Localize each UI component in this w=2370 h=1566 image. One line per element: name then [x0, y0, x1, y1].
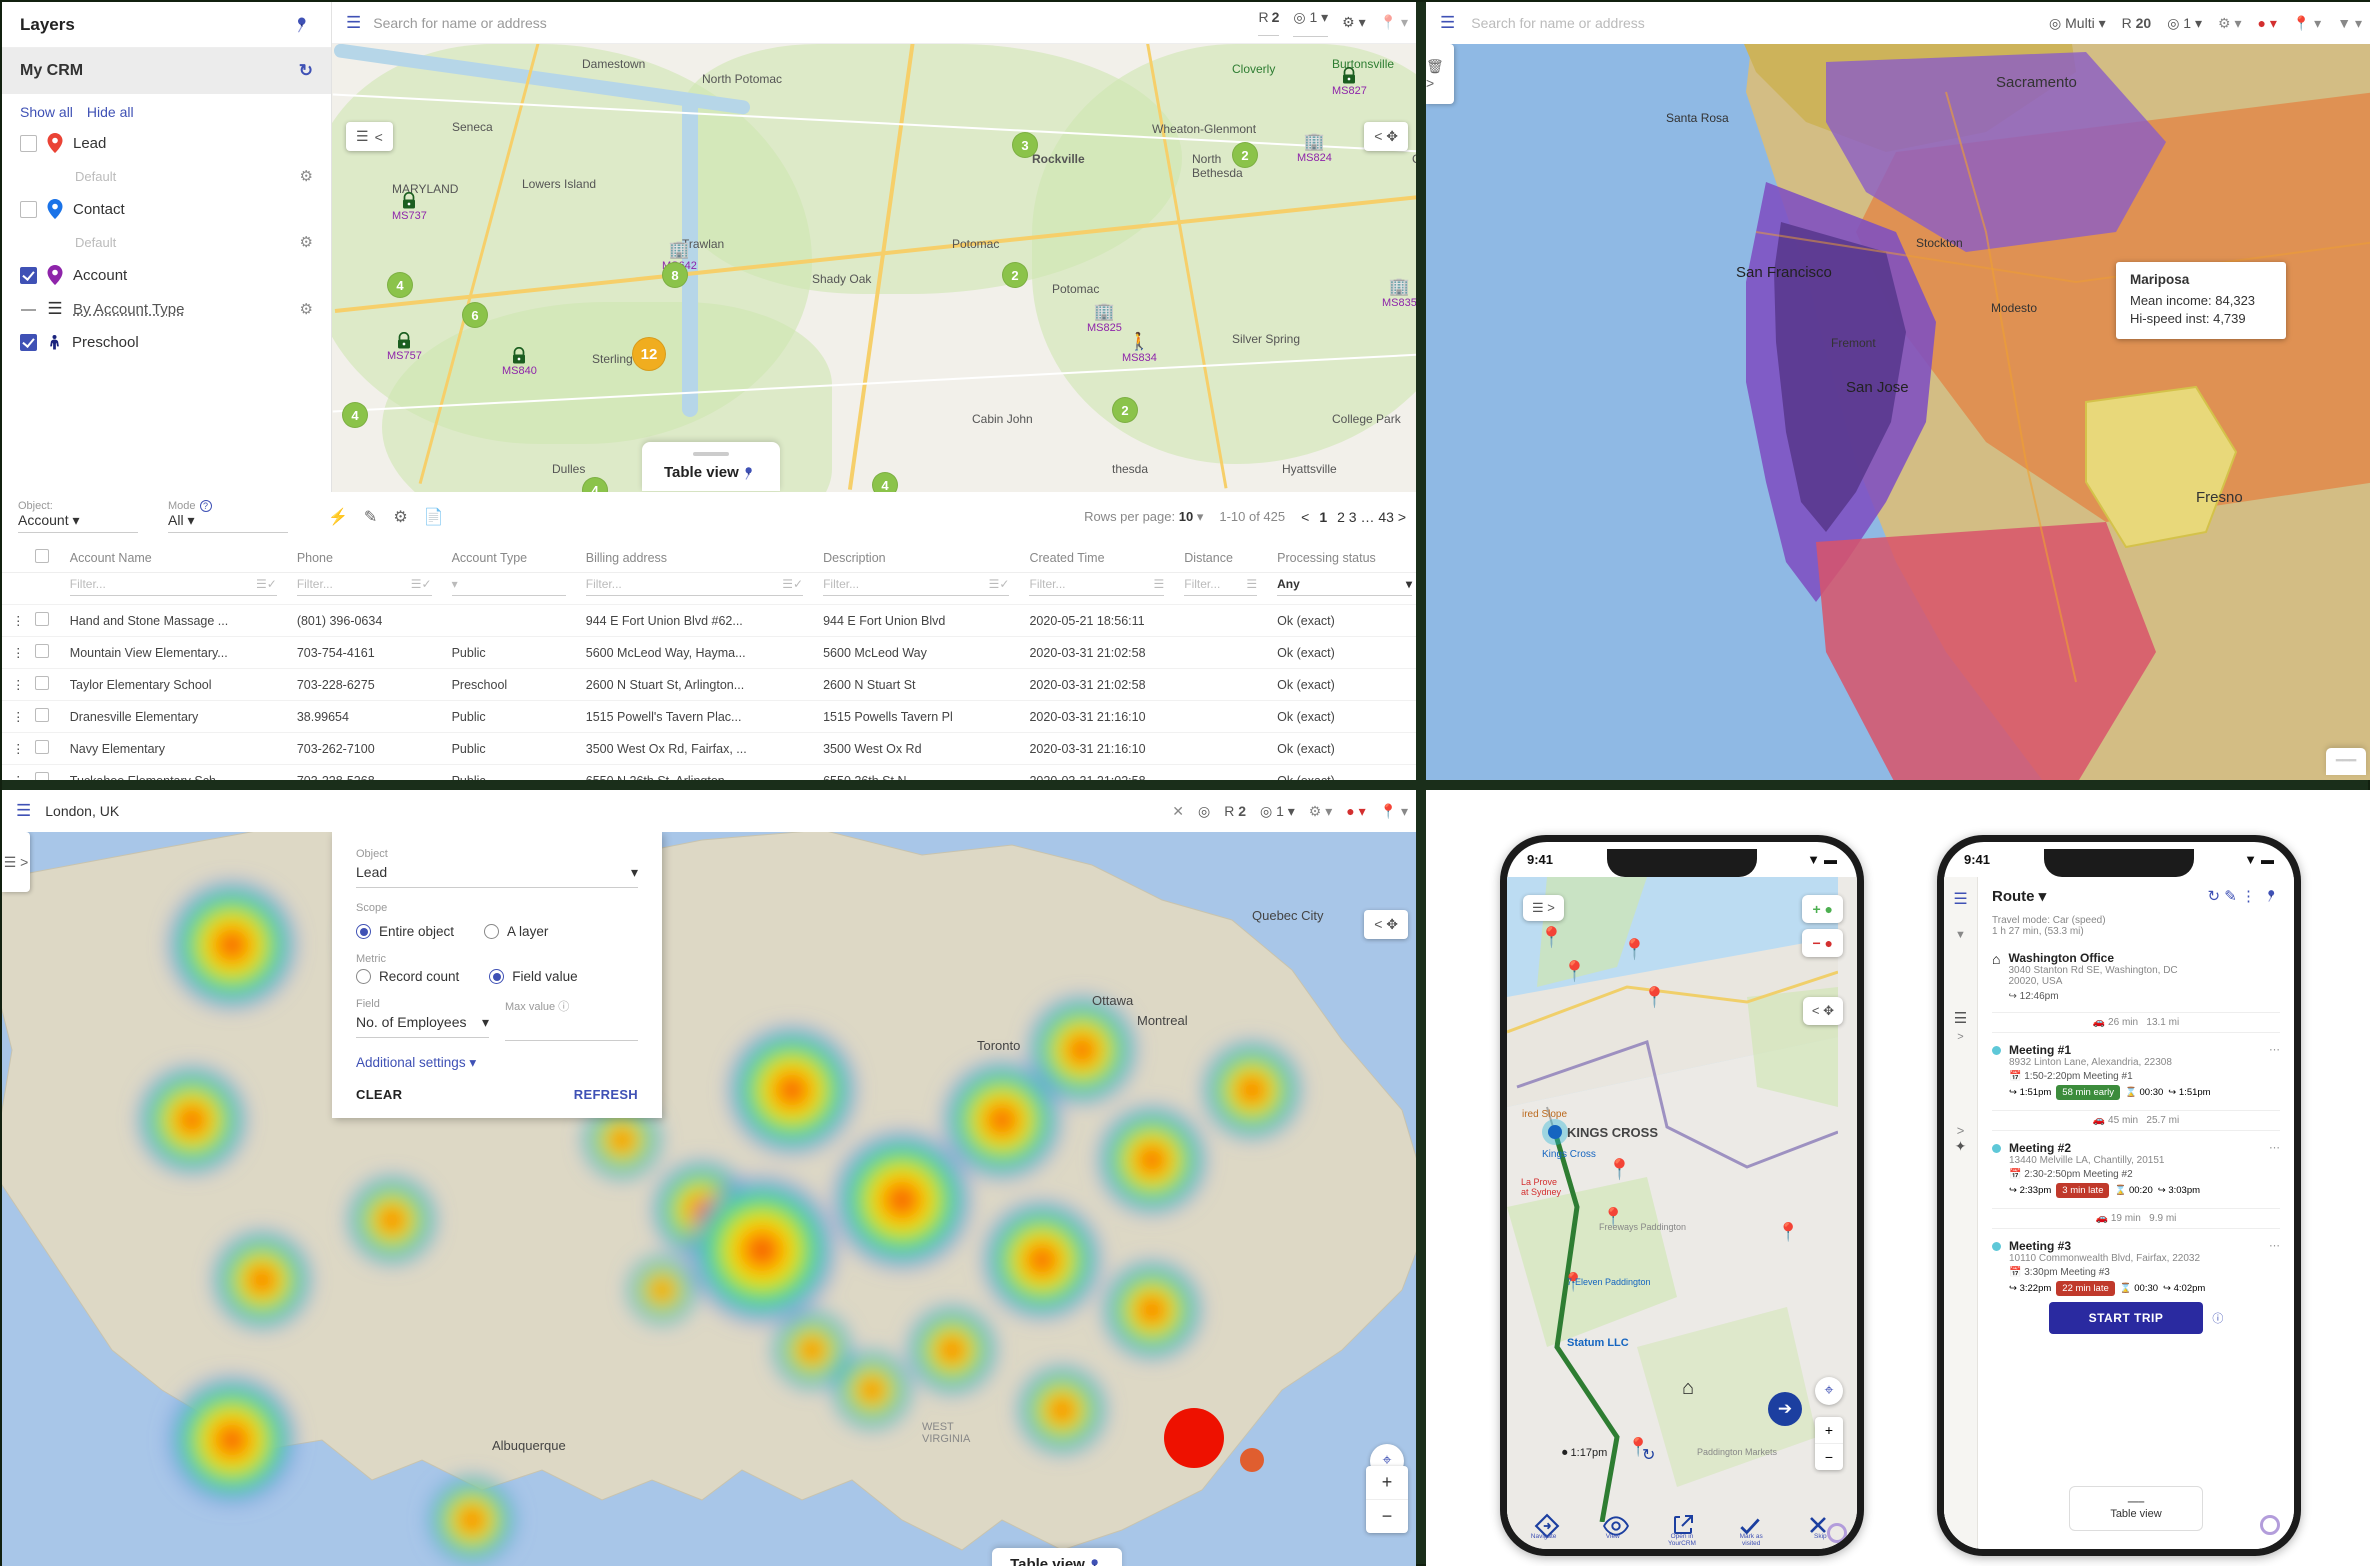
svg-text:Quebec City: Quebec City [1252, 908, 1324, 923]
svg-text:KINGS CROSS: KINGS CROSS [1567, 1125, 1658, 1140]
svg-text:Modesto: Modesto [1991, 301, 2037, 315]
svg-text:Santa Rosa: Santa Rosa [1666, 111, 1729, 125]
svg-text:Fresno: Fresno [2196, 489, 2243, 506]
svg-text:Ottawa: Ottawa [1092, 993, 1134, 1008]
svg-text:Toronto: Toronto [977, 1038, 1020, 1053]
svg-text:Montreal: Montreal [1137, 1013, 1188, 1028]
svg-text:Fremont: Fremont [1831, 336, 1876, 350]
svg-text:Sacramento: Sacramento [1996, 74, 2077, 91]
svg-text:Stockton: Stockton [1916, 236, 1963, 250]
svg-text:Kings Cross: Kings Cross [1542, 1149, 1596, 1160]
svg-text:Albuquerque: Albuquerque [492, 1438, 566, 1453]
svg-text:San Jose: San Jose [1846, 379, 1909, 396]
svg-text:San Francisco: San Francisco [1736, 264, 1832, 281]
svg-text:ired Slope: ired Slope [1522, 1109, 1567, 1120]
